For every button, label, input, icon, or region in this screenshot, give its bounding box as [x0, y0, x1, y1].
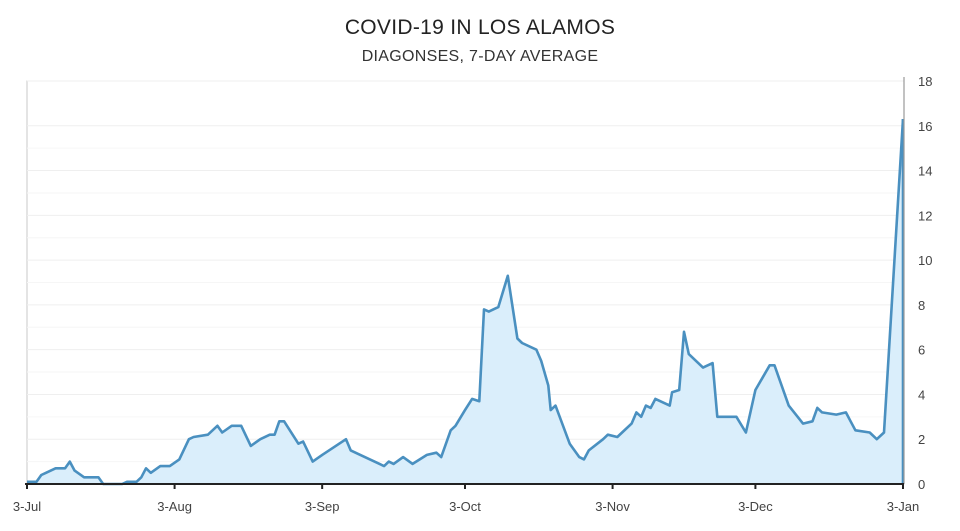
y-tick-label: 12 — [918, 208, 932, 223]
y-tick-label: 18 — [918, 74, 932, 89]
series-area-fill — [27, 119, 903, 484]
x-tick-label: 3-Dec — [738, 499, 773, 514]
x-tick-label: 3-Nov — [595, 499, 630, 514]
x-tick-label: 3-Jan — [887, 499, 920, 514]
y-tick-label: 8 — [918, 298, 925, 313]
y-tick-label: 4 — [918, 387, 925, 402]
y-tick-label: 16 — [918, 119, 932, 134]
chart-title: COVID-19 IN LOS ALAMOS — [344, 16, 616, 39]
y-tick-label: 6 — [918, 343, 925, 358]
y-tick-label: 0 — [918, 477, 925, 492]
series-line — [27, 119, 905, 486]
x-tick-label: 3-Jul — [13, 499, 41, 514]
y-tick-label: 2 — [918, 432, 925, 447]
x-tick-label: 3-Oct — [449, 499, 481, 514]
x-tick-label: 3-Sep — [305, 499, 340, 514]
y-tick-label: 10 — [918, 253, 932, 268]
y-tick-label: 14 — [918, 164, 932, 179]
x-tick-label: 3-Aug — [157, 499, 192, 514]
chart-subtitle: DIAGONSES, 7-DAY AVERAGE — [361, 48, 599, 65]
